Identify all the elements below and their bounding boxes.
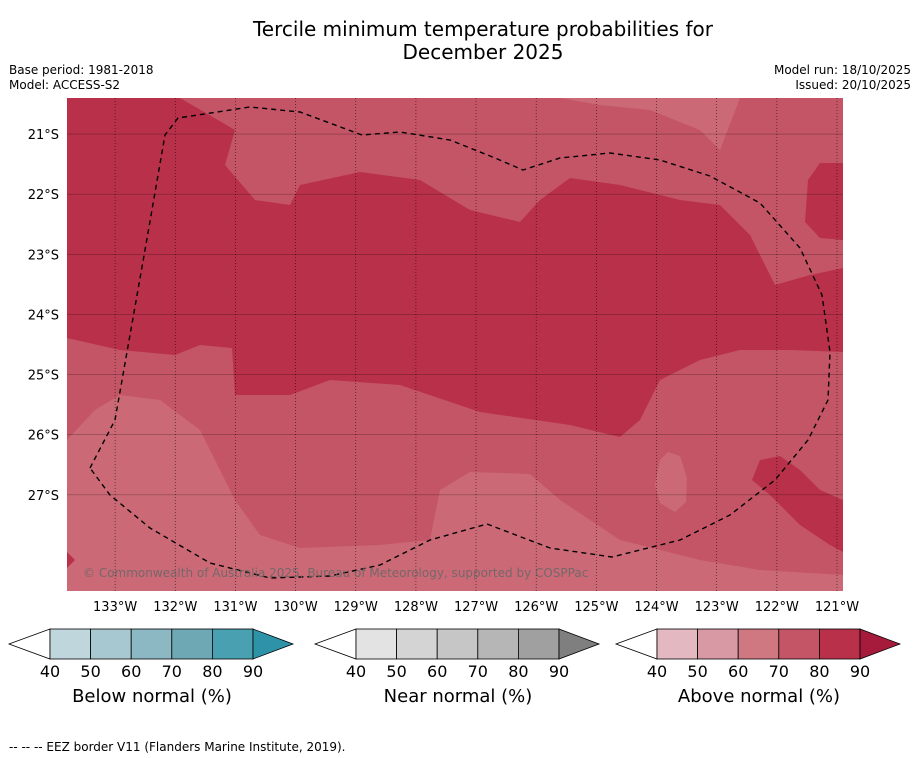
model-run: Model run: 18/10/2025: [773, 63, 911, 77]
meta-right: Model run: 18/10/2025 Issued: 20/10/2025: [774, 63, 911, 93]
colorbar-high-extend: [859, 628, 902, 660]
region-above-80-90-east: [805, 163, 843, 240]
colorbar-label-below: Below normal (%): [72, 686, 232, 707]
x-tick-label: 121°W: [815, 600, 859, 615]
colorbar-segment: [49, 628, 91, 660]
x-tick-label: 128°W: [394, 600, 438, 615]
x-tick-label: 122°W: [755, 600, 799, 615]
colorbar-tick-label: 60: [121, 662, 141, 681]
region-above-80-90-southeast: [752, 456, 843, 552]
region-above-60-70-north: [560, 98, 740, 150]
colorbar-tick-label: 80: [202, 662, 222, 681]
colorbar-tick-label: 40: [346, 662, 366, 681]
colorbar-tick-label: 90: [850, 662, 870, 681]
colorbar-near: 40 50 60 70 80 90: [313, 628, 601, 681]
y-tick-label: 27°S: [28, 489, 59, 504]
colorbar-label-above: Above normal (%): [677, 686, 841, 707]
colorbar-segment: [171, 628, 213, 660]
colorbar-tick-label: 80: [809, 662, 829, 681]
model-name: Model: ACCESS-S2: [9, 78, 121, 92]
colorbar-high-extend: [252, 628, 295, 660]
colorbar-segment: [90, 628, 132, 660]
x-tick-label: 124°W: [634, 600, 678, 615]
issued-date: Issued: 20/10/2025: [795, 78, 911, 92]
y-tick-label: 25°S: [28, 369, 59, 384]
region-above-60-70-pocket: [655, 452, 687, 512]
x-tick-label: 130°W: [274, 600, 318, 615]
colorbar-tick-label: 90: [549, 662, 569, 681]
y-tick-label: 26°S: [28, 429, 59, 444]
colorbar-above: 40 50 60 70 80 90: [614, 628, 902, 681]
colorbar-tick-label: 40: [647, 662, 667, 681]
base-period: Base period: 1981-2018: [9, 63, 154, 77]
meta-left: Base period: 1981-2018 Model: ACCESS-S2: [9, 63, 154, 93]
colorbar-tick-label: 60: [728, 662, 748, 681]
map-fill-layer: [67, 98, 843, 591]
y-tick-label: 23°S: [28, 248, 59, 263]
x-tick-label: 131°W: [213, 600, 257, 615]
title-line-1: Tercile minimum temperature probabilitie…: [252, 17, 714, 41]
colorbar-segment: [436, 628, 479, 660]
colorbar-segment: [737, 628, 780, 660]
colorbar-tick-label: 90: [243, 662, 263, 681]
colorbar-segment: [518, 628, 560, 660]
colorbar-tick-label: 80: [508, 662, 528, 681]
colorbar-low-extend: [7, 628, 51, 660]
colorbar-tick-label: 40: [40, 662, 60, 681]
colorbar-tick-label: 70: [468, 662, 488, 681]
colorbar-tick-label: 70: [162, 662, 182, 681]
x-tick-label: 132°W: [153, 600, 197, 615]
x-axis-ticks: 133°W 132°W 131°W 130°W 129°W 128°W 127°W 126°W…: [93, 600, 859, 615]
x-tick-label: 123°W: [695, 600, 739, 615]
colorbar-segment: [656, 628, 698, 660]
colorbar-low-extend: [313, 628, 357, 660]
colorbar-low-extend: [614, 628, 658, 660]
colorbar-tick-label: 60: [427, 662, 447, 681]
colorbar-tick-label: 50: [80, 662, 100, 681]
colorbar-segment: [819, 628, 861, 660]
colorbar-tick-label: 50: [687, 662, 707, 681]
colorbar-high-extend: [558, 628, 601, 660]
colorbar-segment: [130, 628, 173, 660]
region-above-60-70-southwest: [67, 395, 843, 591]
colorbar-segment: [778, 628, 820, 660]
x-tick-label: 127°W: [454, 600, 498, 615]
x-tick-label: 126°W: [514, 600, 558, 615]
x-tick-label: 125°W: [574, 600, 618, 615]
x-tick-label: 129°W: [334, 600, 378, 615]
y-tick-label: 24°S: [28, 308, 59, 323]
colorbar-below: 40 50 60 70 80 90: [7, 628, 295, 681]
chart-title: Tercile minimum temperature probabilitie…: [0, 18, 919, 64]
colorbar-tick-label: 50: [386, 662, 406, 681]
colorbar-segment: [697, 628, 739, 660]
colorbar-segment: [211, 628, 254, 660]
colorbar-segment: [477, 628, 519, 660]
gridlines: [67, 98, 843, 591]
eez-border: [89, 106, 831, 579]
colorbar-segment: [396, 628, 438, 660]
colorbar-label-near: Near normal (%): [383, 686, 533, 707]
region-above-80-90-southwest-sliver: [67, 552, 75, 568]
region-above-80-90-main: [67, 98, 843, 437]
colorbar-tick-label: 70: [769, 662, 789, 681]
title-line-2: December 2025: [402, 40, 564, 64]
colorbar-segment: [355, 628, 397, 660]
eez-footnote: -- -- -- EEZ border V11 (Flanders Marine…: [9, 740, 346, 754]
y-tick-label: 21°S: [28, 128, 59, 143]
y-tick-label: 22°S: [28, 188, 59, 203]
y-axis-ticks: 21°S 22°S 23°S 24°S 25°S 26°S 27°S: [28, 128, 59, 504]
colorbars: 40 50 60 70 80 90 40 50 60 70 80 90 40 50 60 70 80 90: [7, 628, 902, 681]
copyright-notice: © Commonwealth of Australia 2025, Bureau…: [83, 566, 588, 580]
x-tick-label: 133°W: [93, 600, 137, 615]
